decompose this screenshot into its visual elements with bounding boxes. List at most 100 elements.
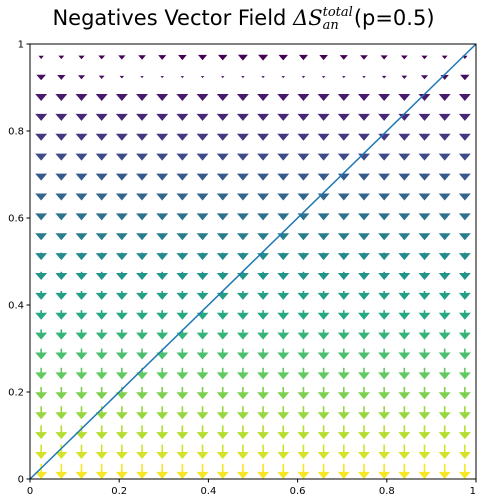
arrow-head [55, 213, 68, 221]
vector-arrow [458, 113, 471, 121]
arrow-head [257, 372, 270, 380]
vector-arrow [418, 329, 431, 340]
vector-arrow [95, 252, 108, 261]
vector-arrow [458, 463, 471, 479]
arrow-head [401, 75, 408, 79]
arrow-head [281, 76, 285, 79]
arrow-head [236, 113, 249, 121]
arrow-head [418, 372, 431, 380]
vector-arrow [398, 173, 411, 181]
arrow-head [35, 432, 48, 440]
vector-arrow [236, 444, 249, 459]
vector-arrow [156, 310, 169, 320]
arrow-head [115, 412, 128, 420]
arrow-head [216, 392, 229, 400]
vector-arrow [438, 463, 451, 479]
vector-arrow [156, 387, 169, 400]
arrow-head [378, 352, 391, 360]
vector-arrow [55, 329, 68, 340]
arrow-head [297, 94, 310, 102]
vector-arrow [55, 425, 68, 440]
arrow-head [317, 133, 330, 141]
arrow-head [278, 54, 289, 61]
arrow-head [418, 412, 431, 420]
arrow-head [438, 153, 451, 161]
vector-arrow [438, 153, 451, 161]
arrow-head [317, 253, 330, 261]
vector-arrow [35, 406, 48, 420]
vector-arrow [438, 213, 451, 221]
vector-arrow [301, 76, 306, 79]
arrow-head [257, 392, 270, 400]
arrow-head [297, 332, 310, 340]
arrow-head [317, 412, 330, 420]
vector-arrow [35, 387, 48, 400]
vector-arrow [136, 406, 148, 420]
vector-arrow [297, 348, 310, 360]
vector-arrow [58, 55, 65, 60]
vector-arrow [277, 133, 290, 141]
vector-arrow [57, 74, 66, 80]
vector-arrow [75, 193, 88, 201]
arrow-head [35, 193, 48, 201]
arrow-head [115, 372, 128, 380]
vector-arrow [317, 387, 330, 400]
arrow-head [115, 213, 128, 221]
arrow-head [95, 253, 108, 261]
arrow-head [378, 272, 391, 280]
vector-arrow [317, 348, 330, 360]
y-tick-label: 0.2 [8, 388, 24, 399]
vector-arrow [200, 76, 205, 79]
vector-arrow [216, 387, 229, 400]
arrow-head [398, 392, 411, 400]
vector-arrow [277, 348, 290, 360]
arrow-head [136, 133, 148, 141]
arrow-head [136, 412, 148, 420]
arrow-head [418, 94, 431, 102]
chart-title-suffix: (p=0.5) [353, 6, 435, 30]
vector-arrow [115, 233, 128, 241]
arrow-head [418, 153, 431, 161]
arrow-head [257, 471, 270, 479]
vector-arrow [115, 367, 128, 380]
arrow-head [418, 253, 431, 261]
arrow-head [398, 272, 411, 280]
arrow-head [55, 372, 68, 380]
vector-arrow [216, 113, 229, 121]
y-axis-ticks: 0 0.2 0.4 0.6 0.8 1 [8, 40, 30, 486]
vector-arrow [115, 94, 128, 102]
arrow-head [418, 312, 431, 320]
vector-arrow [216, 233, 229, 241]
vector-arrow [196, 153, 209, 161]
y-tick-label: 0 [18, 475, 24, 486]
vector-arrow [360, 55, 368, 60]
arrow-head [438, 213, 451, 221]
vector-arrow [55, 406, 68, 420]
arrow-head [297, 253, 310, 261]
vector-arrow [378, 329, 391, 340]
vector-arrow [317, 444, 330, 459]
arrow-field [35, 54, 471, 479]
vector-arrow [78, 55, 85, 60]
vector-arrow [317, 310, 330, 320]
arrow-head [35, 133, 48, 141]
vector-arrow [458, 173, 471, 181]
vector-arrow [378, 406, 391, 420]
arrow-head [36, 74, 46, 81]
arrow-head [236, 133, 249, 141]
chart-title-superscript: total [322, 5, 353, 20]
vector-arrow [261, 76, 265, 79]
vector-arrow [277, 113, 290, 121]
vector-arrow [176, 444, 189, 459]
vector-arrow [438, 348, 451, 360]
vector-arrow [35, 444, 48, 459]
vector-arrow [156, 153, 169, 161]
vector-arrow [418, 94, 431, 102]
arrow-head [216, 94, 229, 102]
arrow-head [277, 173, 290, 181]
vector-arrow [317, 153, 330, 161]
arrow-head [216, 233, 229, 241]
arrow-head [358, 233, 370, 241]
